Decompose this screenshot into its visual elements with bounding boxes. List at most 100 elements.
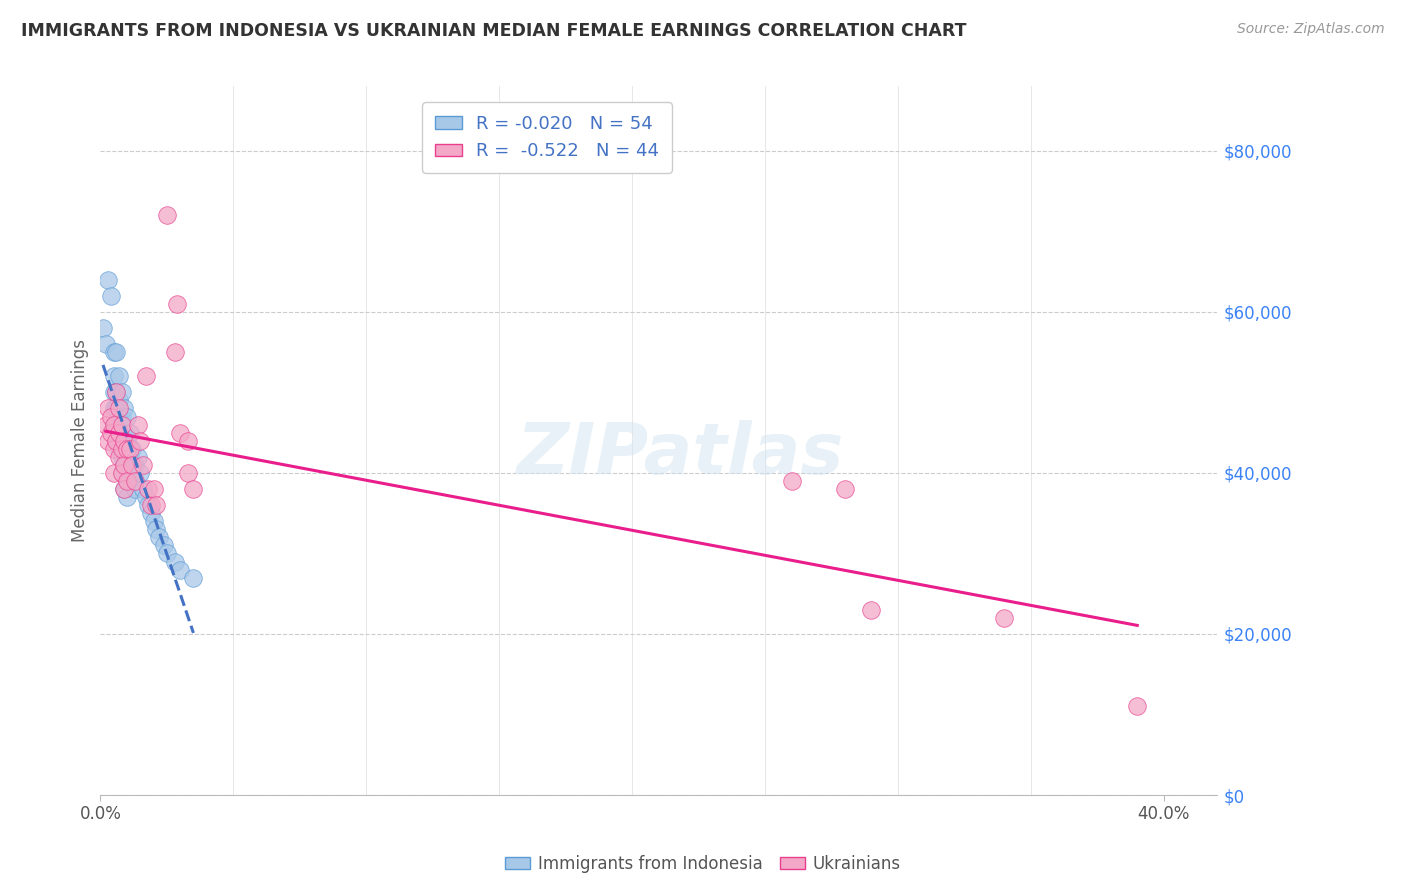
Point xyxy=(121,458,143,472)
Legend: R = -0.020   N = 54, R =  -0.522   N = 44: R = -0.020 N = 54, R = -0.522 N = 44 xyxy=(422,103,672,173)
Point xyxy=(142,514,165,528)
Point xyxy=(112,482,135,496)
Point xyxy=(100,425,122,440)
Point xyxy=(860,603,883,617)
Point xyxy=(139,506,162,520)
Point xyxy=(111,450,134,464)
Point xyxy=(108,401,131,416)
Point xyxy=(108,442,131,456)
Point xyxy=(103,417,125,432)
Point xyxy=(97,434,120,448)
Point xyxy=(121,442,143,456)
Point xyxy=(145,522,167,536)
Text: IMMIGRANTS FROM INDONESIA VS UKRAINIAN MEDIAN FEMALE EARNINGS CORRELATION CHART: IMMIGRANTS FROM INDONESIA VS UKRAINIAN M… xyxy=(21,22,966,40)
Point xyxy=(136,482,159,496)
Point xyxy=(112,401,135,416)
Point xyxy=(177,466,200,480)
Point xyxy=(111,466,134,480)
Point xyxy=(136,498,159,512)
Point xyxy=(129,434,152,448)
Point xyxy=(108,425,131,440)
Point xyxy=(91,321,114,335)
Point xyxy=(145,498,167,512)
Point xyxy=(1126,699,1149,714)
Point xyxy=(105,434,128,448)
Point xyxy=(115,450,138,464)
Point xyxy=(111,409,134,424)
Text: ZIPatlas: ZIPatlas xyxy=(517,420,845,490)
Point xyxy=(142,482,165,496)
Point xyxy=(166,297,188,311)
Point xyxy=(112,458,135,472)
Point xyxy=(108,450,131,464)
Point xyxy=(124,458,146,472)
Point xyxy=(177,434,200,448)
Point xyxy=(169,563,191,577)
Point xyxy=(112,425,135,440)
Point xyxy=(105,401,128,416)
Point xyxy=(103,466,125,480)
Point xyxy=(135,369,157,384)
Point xyxy=(135,490,157,504)
Point xyxy=(121,466,143,480)
Point xyxy=(100,289,122,303)
Point xyxy=(103,401,125,416)
Point xyxy=(112,482,135,496)
Point xyxy=(834,482,856,496)
Point xyxy=(100,409,122,424)
Point xyxy=(112,458,135,472)
Point xyxy=(111,434,134,448)
Point xyxy=(183,482,205,496)
Point xyxy=(124,482,146,496)
Point xyxy=(127,417,149,432)
Point xyxy=(105,417,128,432)
Point xyxy=(105,434,128,448)
Point xyxy=(148,530,170,544)
Point xyxy=(103,417,125,432)
Point xyxy=(103,369,125,384)
Point xyxy=(105,385,128,400)
Point xyxy=(111,417,134,432)
Legend: Immigrants from Indonesia, Ukrainians: Immigrants from Indonesia, Ukrainians xyxy=(498,848,908,880)
Point xyxy=(94,417,117,432)
Y-axis label: Median Female Earnings: Median Female Earnings xyxy=(72,339,89,542)
Point xyxy=(115,442,138,456)
Text: Source: ZipAtlas.com: Source: ZipAtlas.com xyxy=(1237,22,1385,37)
Point xyxy=(118,442,141,456)
Point xyxy=(115,409,138,424)
Point xyxy=(108,369,131,384)
Point xyxy=(993,611,1015,625)
Point xyxy=(139,498,162,512)
Point xyxy=(780,474,803,488)
Point xyxy=(118,425,141,440)
Point xyxy=(97,273,120,287)
Point xyxy=(111,466,134,480)
Point xyxy=(108,425,131,440)
Point xyxy=(103,442,125,456)
Point xyxy=(103,385,125,400)
Point xyxy=(129,466,152,480)
Point xyxy=(105,385,128,400)
Point xyxy=(156,208,179,222)
Point xyxy=(163,554,186,568)
Point xyxy=(115,434,138,448)
Point xyxy=(153,538,176,552)
Point xyxy=(108,409,131,424)
Point xyxy=(115,466,138,480)
Point xyxy=(127,450,149,464)
Point xyxy=(105,345,128,359)
Point xyxy=(169,425,191,440)
Point xyxy=(156,546,179,560)
Point xyxy=(111,442,134,456)
Point xyxy=(115,490,138,504)
Point xyxy=(118,450,141,464)
Point xyxy=(132,482,155,496)
Point xyxy=(94,337,117,351)
Point xyxy=(97,401,120,416)
Point xyxy=(163,345,186,359)
Point xyxy=(103,345,125,359)
Point xyxy=(132,458,155,472)
Point xyxy=(183,571,205,585)
Point xyxy=(108,393,131,408)
Point xyxy=(112,434,135,448)
